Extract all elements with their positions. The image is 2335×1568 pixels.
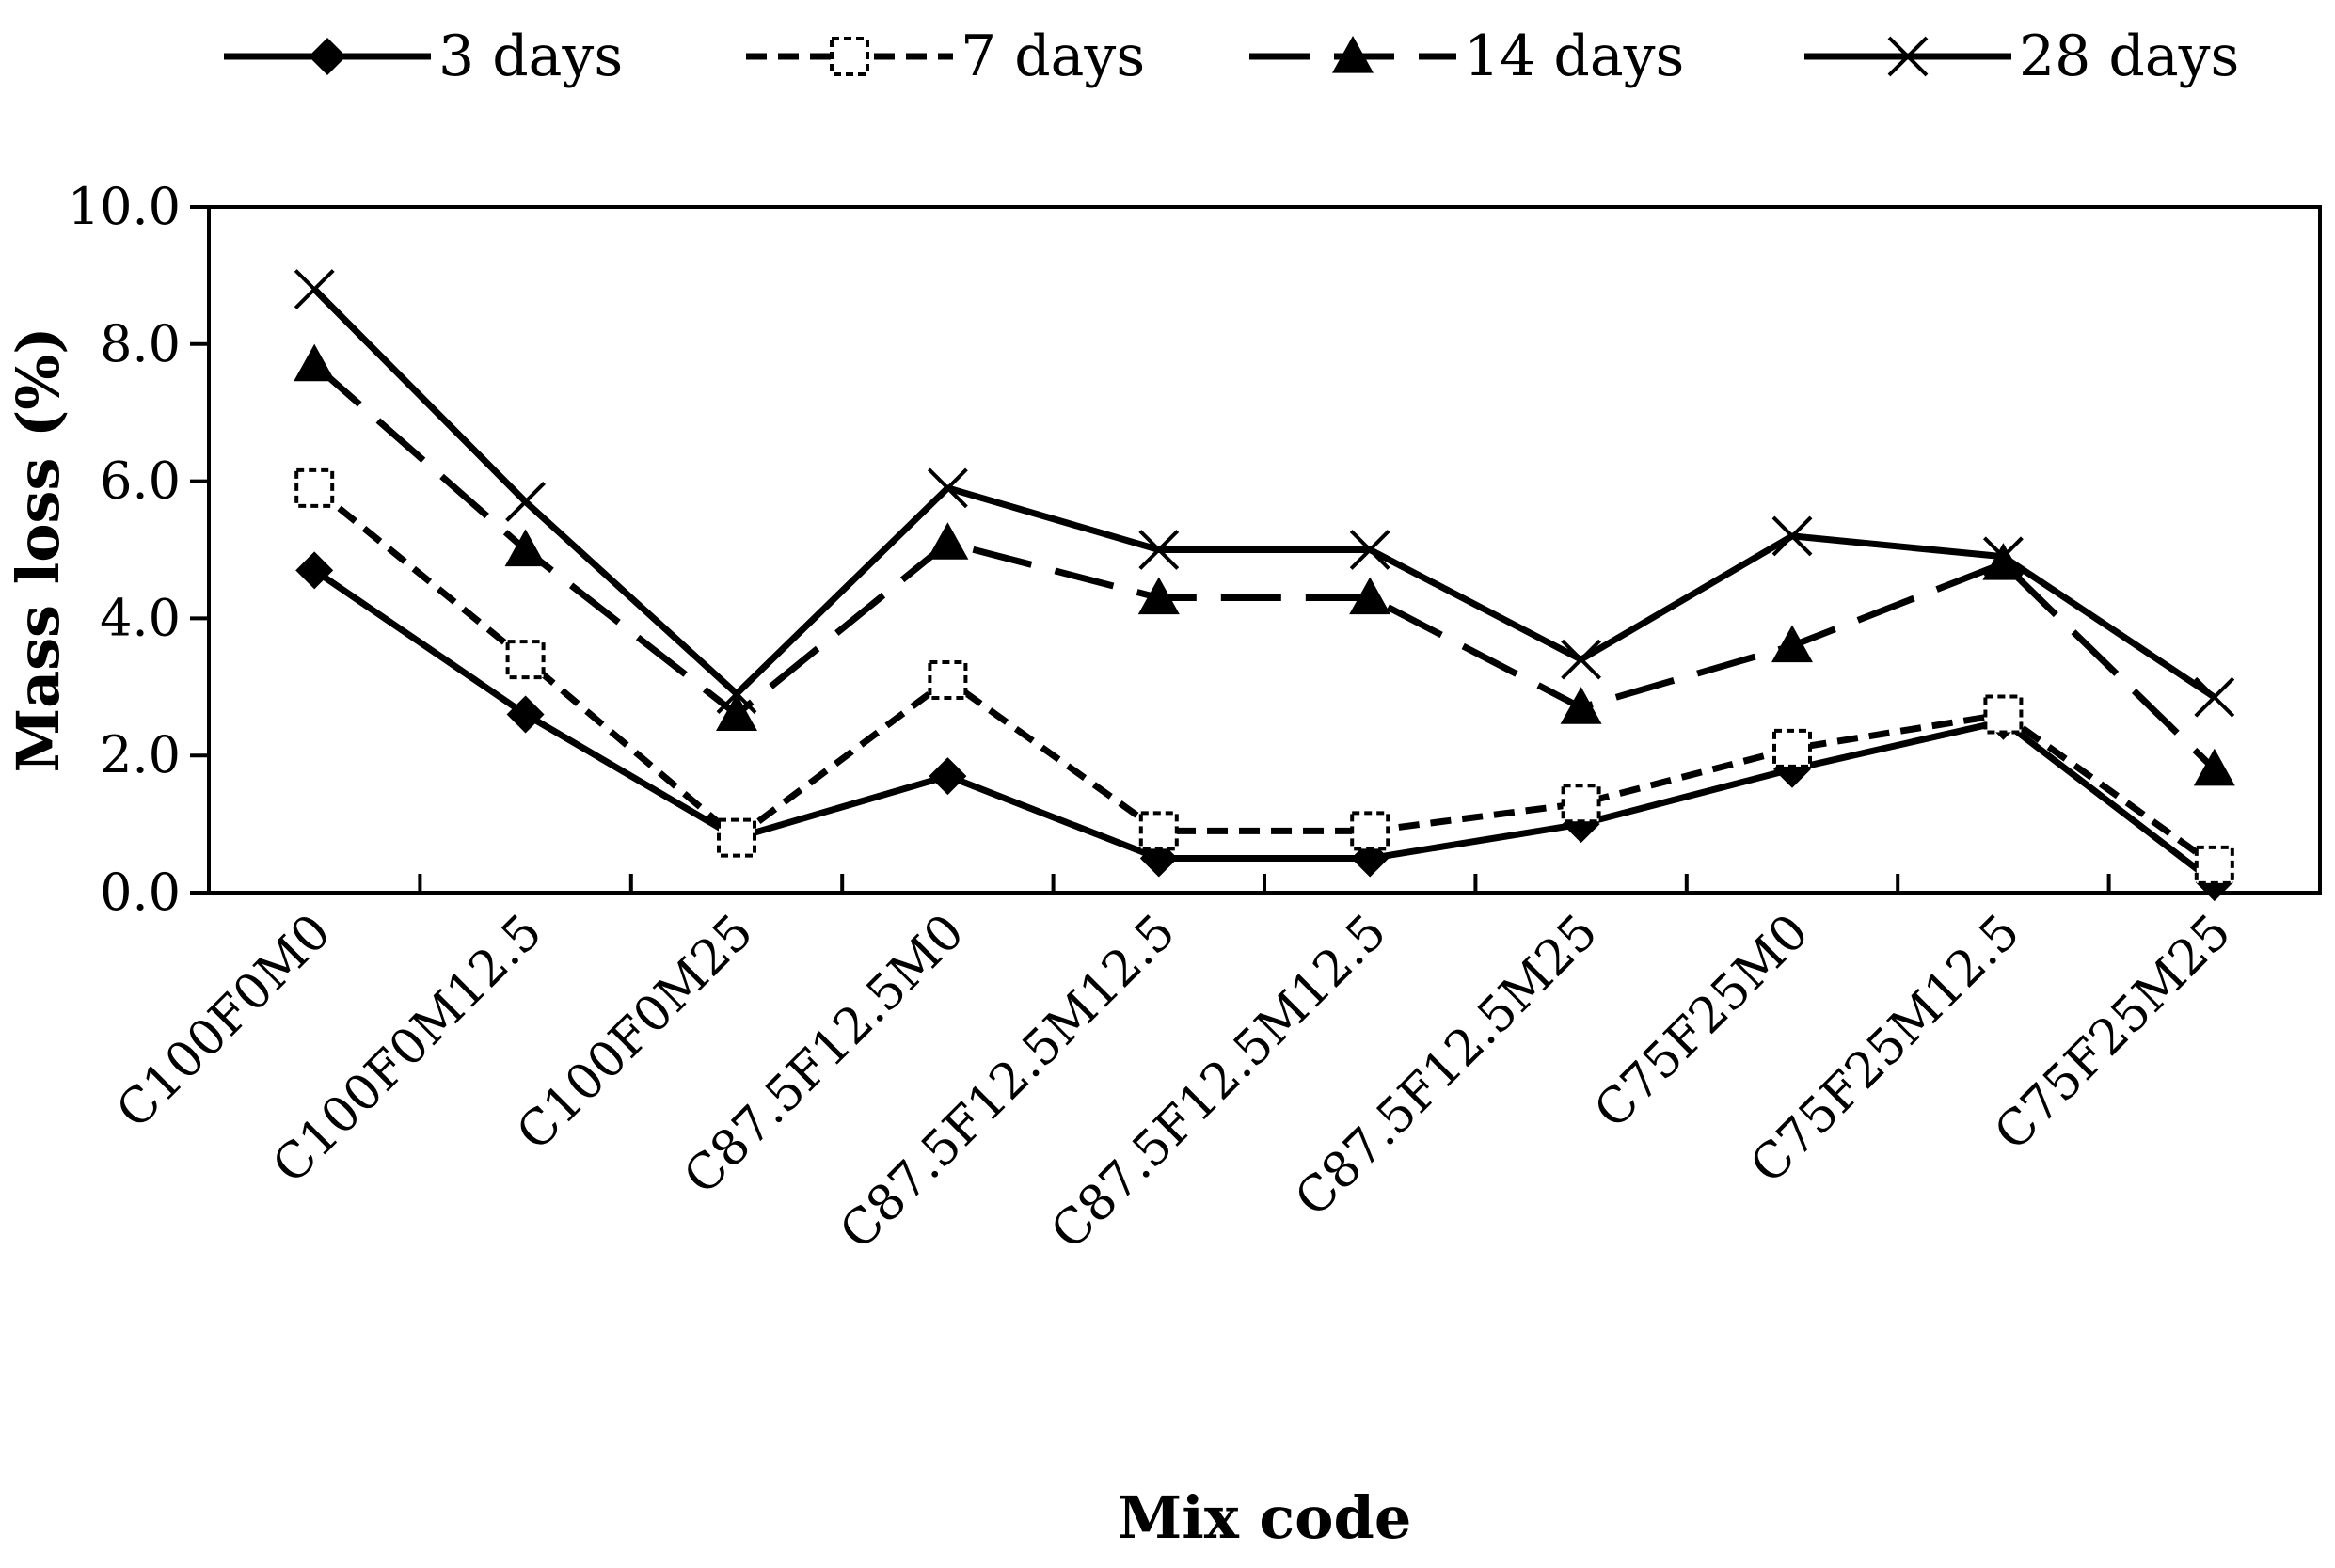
marker-diamond [929,757,967,796]
series-layer [294,269,2235,902]
marker-triangle [1332,36,1374,73]
marker-triangle [504,529,547,567]
legend-item: 3 days [224,24,623,89]
marker-triangle [1982,543,2025,580]
y-tick-label: 10.0 [68,177,181,236]
y-tick-label: 4.0 [100,588,181,647]
axis-ticks: 0.0 2.0 4.0 6.0 8.0 10.0 [68,177,2111,922]
y-tick-label: 2.0 [100,725,181,784]
marker-x [2194,676,2235,718]
marker-x [1138,530,1180,570]
marker-diamond [295,551,334,590]
series-14-days [294,343,2235,786]
marker-x [1887,36,1929,77]
marker-square [505,640,546,680]
marker-square [294,467,335,508]
marker-square [1350,811,1390,851]
y-axis-title: Mass loss (%) [4,326,72,772]
marker-x [1349,530,1390,570]
y-tick-label: 6.0 [100,451,181,511]
marker-square [2194,845,2234,885]
legend-item: 7 days [746,24,1145,89]
marker-square [830,37,869,76]
x-tick-label: C100F0M0 [106,904,342,1140]
x-axis-title: Mix code [1118,1483,1412,1552]
legend-item: 14 days [1249,24,1684,89]
legend-item: 28 days [1804,24,2239,89]
marker-x [927,467,968,509]
marker-triangle [294,343,336,382]
marker-square [928,660,968,701]
legend-label: 28 days [2019,24,2239,89]
marker-square [1561,784,1601,824]
marker-square [717,817,756,858]
marker-triangle [1560,687,1602,724]
marker-diamond [309,38,346,75]
series-line [312,567,2216,885]
x-tick-labels: C100F0M0C100F0M12.5C100F0M25C87.5F12.5M0… [106,904,2242,1260]
series-line [311,485,2216,868]
series-line [311,362,2217,772]
marker-triangle [1349,577,1391,615]
legend-label: 3 days [438,24,623,89]
series-line [311,287,2216,701]
x-tick-label: C75F25M0 [1584,904,1820,1140]
marker-triangle [1771,625,1813,663]
legend-label: 14 days [1464,24,1684,89]
marker-square [1983,694,2024,735]
marker-triangle [2193,748,2235,786]
legend: 3 days 7 days 14 days 28 days [224,24,2239,89]
marker-square [1772,728,1812,768]
series-7-days [294,467,2234,885]
marker-x [1561,639,1602,680]
legend-label: 7 days [961,24,1145,89]
marker-x [294,269,335,309]
series-28-days [294,269,2235,718]
y-tick-label: 8.0 [100,314,181,373]
y-tick-label: 0.0 [100,863,181,922]
marker-square [1138,811,1179,851]
marker-triangle [927,522,969,560]
marker-triangle [1137,577,1180,615]
marker-x [505,482,547,522]
marker-diamond [506,695,545,734]
marker-x [716,673,757,715]
marker-x [1982,536,2024,578]
marker-triangle [716,693,757,732]
marker-x [1771,515,1813,557]
